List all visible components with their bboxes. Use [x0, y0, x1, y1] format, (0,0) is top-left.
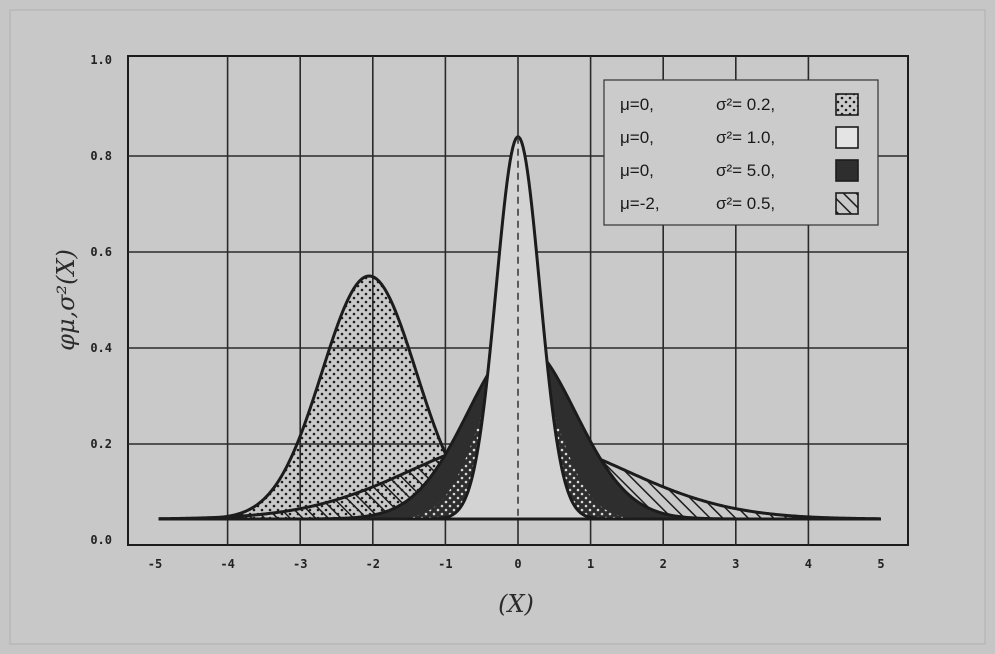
- legend-swatch-hatched: [835, 192, 859, 215]
- y-tick-labels: 0.0 0.2 0.4 0.6 0.8 1.0: [90, 53, 112, 547]
- x-tick-label: -5: [148, 557, 162, 571]
- x-tick-label: -4: [220, 557, 234, 571]
- x-tick-label: 0: [514, 557, 521, 571]
- overlay: [158, 136, 881, 521]
- y-axis-label: φμ,σ²(X): [52, 249, 80, 351]
- curve-sigma2-0.2-fill: [158, 276, 881, 519]
- x-tick-labels: -5 -4 -3 -2 -1 0 1 2 3 4 5: [148, 557, 885, 571]
- y-tick-label: 0.0: [90, 533, 112, 547]
- y-tick-label: 0.2: [90, 437, 112, 451]
- x-tick-label: 3: [732, 557, 739, 571]
- x-tick-label: 4: [805, 557, 812, 571]
- legend-swatch-dotted: [835, 93, 859, 116]
- x-tick-label: 2: [660, 557, 667, 571]
- x-tick-label: 5: [877, 557, 884, 571]
- legend-sigma-label: σ²= 5.0,: [716, 161, 775, 180]
- x-axis-label: (X): [498, 590, 534, 618]
- legend-mu-label: μ=0,: [620, 95, 654, 114]
- x-tick-label: -3: [293, 557, 307, 571]
- legend-box: [603, 79, 879, 226]
- legend-swatch-white: [835, 126, 859, 149]
- x-tick-label: 1: [587, 557, 594, 571]
- y-tick-label: 0.6: [90, 245, 112, 259]
- legend-mu-label: μ=0,: [620, 128, 654, 147]
- legend-sigma-label: σ²= 0.5,: [716, 194, 775, 213]
- legend: μ=0, σ²= 0.2, μ=0, σ²= 1.0, μ=0, σ²= 5.0, μ=-2…: [603, 79, 879, 226]
- y-tick-label: 0.4: [90, 341, 112, 355]
- legend-mu-label: μ=0,: [620, 161, 654, 180]
- legend-swatch-dark: [835, 159, 859, 182]
- legend-sigma-label: σ²= 1.0,: [716, 128, 775, 147]
- x-tick-label: -2: [366, 557, 380, 571]
- curve-sigma2-1.0-fill: [158, 137, 881, 519]
- x-tick-label: -1: [438, 557, 452, 571]
- legend-sigma-label: σ²= 0.2,: [716, 95, 775, 114]
- y-tick-label: 0.8: [90, 149, 112, 163]
- legend-mu-label: μ=-2,: [620, 194, 660, 213]
- y-tick-label: 1.0: [90, 53, 112, 67]
